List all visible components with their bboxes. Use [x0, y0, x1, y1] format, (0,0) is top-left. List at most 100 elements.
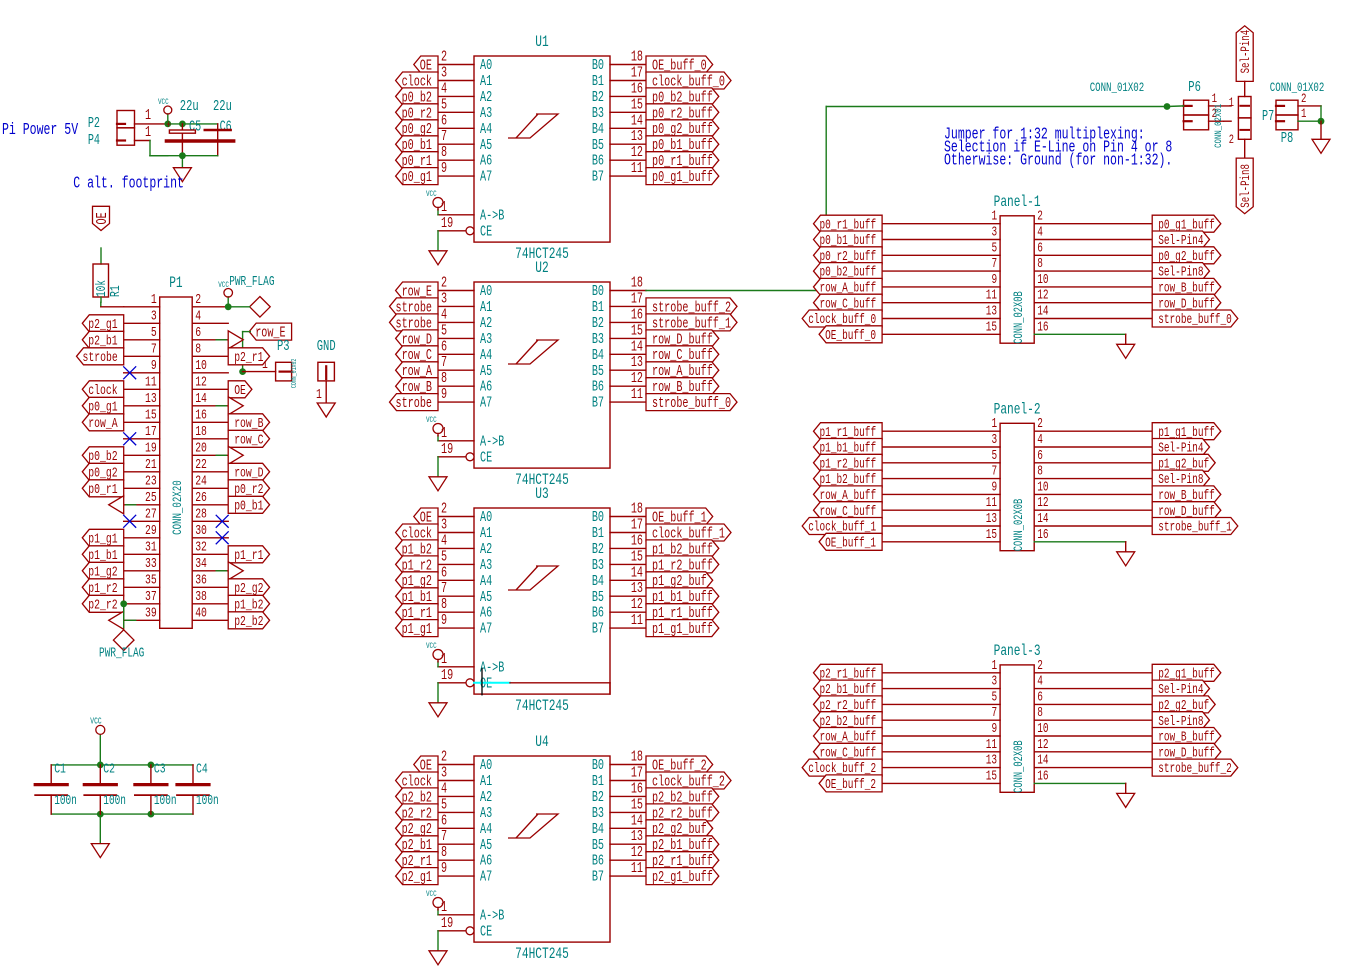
svg-text:5: 5	[441, 549, 447, 565]
svg-text:15: 15	[986, 320, 997, 335]
svg-text:B1: B1	[592, 526, 604, 542]
svg-text:17: 17	[631, 291, 643, 307]
svg-text:P3: P3	[277, 338, 290, 355]
svg-text:C1: C1	[54, 762, 66, 778]
svg-text:B3: B3	[592, 806, 604, 822]
svg-text:B3: B3	[592, 558, 604, 574]
svg-text:16: 16	[631, 533, 643, 549]
svg-text:p1_g1_buff: p1_g1_buff	[652, 622, 713, 638]
svg-text:2: 2	[441, 750, 447, 766]
svg-text:17: 17	[145, 424, 157, 440]
svg-text:6: 6	[441, 339, 447, 355]
svg-text:p1_g1: p1_g1	[402, 622, 432, 638]
svg-text:10: 10	[195, 358, 207, 374]
svg-text:1: 1	[991, 659, 997, 674]
svg-text:7: 7	[441, 129, 447, 145]
svg-text:A->B: A->B	[480, 208, 505, 224]
svg-text:14: 14	[1037, 305, 1048, 320]
svg-text:11: 11	[631, 387, 643, 403]
svg-text:11: 11	[145, 374, 157, 390]
svg-text:4: 4	[441, 81, 447, 97]
svg-text:27: 27	[145, 506, 157, 522]
svg-text:1: 1	[145, 125, 151, 141]
svg-text:C3: C3	[154, 762, 166, 778]
svg-text:C4: C4	[196, 762, 208, 778]
svg-text:A4: A4	[480, 822, 492, 838]
svg-text:p0_g1_buff: p0_g1_buff	[652, 170, 713, 186]
svg-text:1: 1	[441, 900, 447, 916]
svg-text:A0: A0	[480, 510, 492, 526]
svg-text:B6: B6	[592, 854, 604, 870]
svg-text:5: 5	[991, 241, 997, 256]
svg-text:Panel-2: Panel-2	[994, 400, 1041, 418]
svg-text:A3: A3	[480, 106, 492, 122]
svg-text:11: 11	[631, 613, 643, 629]
svg-text:4: 4	[441, 307, 447, 323]
svg-text:22u: 22u	[213, 98, 232, 115]
svg-text:Sel-Pin4: Sel-Pin4	[1238, 30, 1253, 74]
svg-text:13: 13	[986, 512, 997, 527]
svg-text:17: 17	[631, 518, 643, 534]
svg-text:B2: B2	[592, 316, 604, 332]
svg-text:A->B: A->B	[480, 660, 505, 676]
svg-text:5: 5	[991, 449, 997, 464]
svg-text:14: 14	[1037, 754, 1048, 769]
svg-text:VCC: VCC	[158, 97, 169, 107]
svg-text:15: 15	[145, 407, 157, 423]
svg-text:33: 33	[145, 556, 157, 572]
svg-text:6: 6	[441, 565, 447, 581]
svg-text:11: 11	[986, 496, 997, 511]
svg-text:13: 13	[986, 305, 997, 320]
svg-text:B5: B5	[592, 138, 604, 154]
svg-text:100n: 100n	[103, 794, 126, 809]
svg-text:A1: A1	[480, 774, 492, 790]
svg-text:2: 2	[1037, 210, 1043, 225]
svg-text:10: 10	[1037, 480, 1048, 495]
svg-text:CONN_01X02: CONN_01X02	[1090, 80, 1145, 95]
svg-text:11: 11	[986, 289, 997, 304]
svg-text:16: 16	[631, 307, 643, 323]
svg-text:Pi Power 5V: Pi Power 5V	[2, 120, 78, 139]
svg-text:22: 22	[195, 457, 207, 473]
svg-text:25: 25	[145, 490, 157, 506]
svg-text:31: 31	[145, 539, 157, 555]
svg-text:9: 9	[151, 358, 157, 374]
svg-text:B7: B7	[592, 622, 604, 638]
svg-text:18: 18	[631, 50, 643, 66]
svg-text:17: 17	[631, 66, 643, 82]
svg-text:12: 12	[195, 374, 207, 390]
svg-text:B6: B6	[592, 154, 604, 170]
svg-text:12: 12	[631, 145, 643, 161]
svg-text:8: 8	[441, 845, 447, 861]
svg-text:B1: B1	[592, 74, 604, 90]
svg-text:8: 8	[1037, 706, 1043, 721]
svg-text:OE_buff_1: OE_buff_1	[825, 536, 876, 551]
svg-text:4: 4	[195, 308, 201, 324]
svg-text:16: 16	[1037, 769, 1048, 784]
svg-text:A0: A0	[480, 758, 492, 774]
svg-text:strobe: strobe	[396, 396, 432, 412]
svg-text:B2: B2	[592, 542, 604, 558]
svg-text:Panel-1: Panel-1	[994, 193, 1041, 211]
svg-text:P2: P2	[88, 116, 100, 132]
svg-text:U3: U3	[535, 485, 548, 503]
svg-text:1: 1	[991, 417, 997, 432]
svg-text:VCC: VCC	[426, 415, 437, 425]
svg-text:A2: A2	[480, 316, 492, 332]
svg-text:3: 3	[441, 66, 447, 82]
svg-text:3: 3	[441, 291, 447, 307]
svg-text:B0: B0	[592, 58, 604, 74]
svg-text:13: 13	[986, 754, 997, 769]
svg-text:B7: B7	[592, 396, 604, 412]
svg-text:5: 5	[991, 690, 997, 705]
svg-text:38: 38	[195, 589, 207, 605]
svg-text:p2_g1_buff: p2_g1_buff	[652, 870, 713, 886]
svg-text:2: 2	[1229, 133, 1234, 147]
svg-text:6: 6	[1037, 690, 1043, 705]
svg-text:p2_g1: p2_g1	[402, 870, 432, 886]
svg-text:strobe_buff_1: strobe_buff_1	[1158, 521, 1232, 536]
svg-text:B0: B0	[592, 284, 604, 300]
svg-text:24: 24	[195, 473, 207, 489]
svg-text:C alt. footprint: C alt. footprint	[73, 174, 184, 193]
svg-text:18: 18	[631, 502, 643, 518]
